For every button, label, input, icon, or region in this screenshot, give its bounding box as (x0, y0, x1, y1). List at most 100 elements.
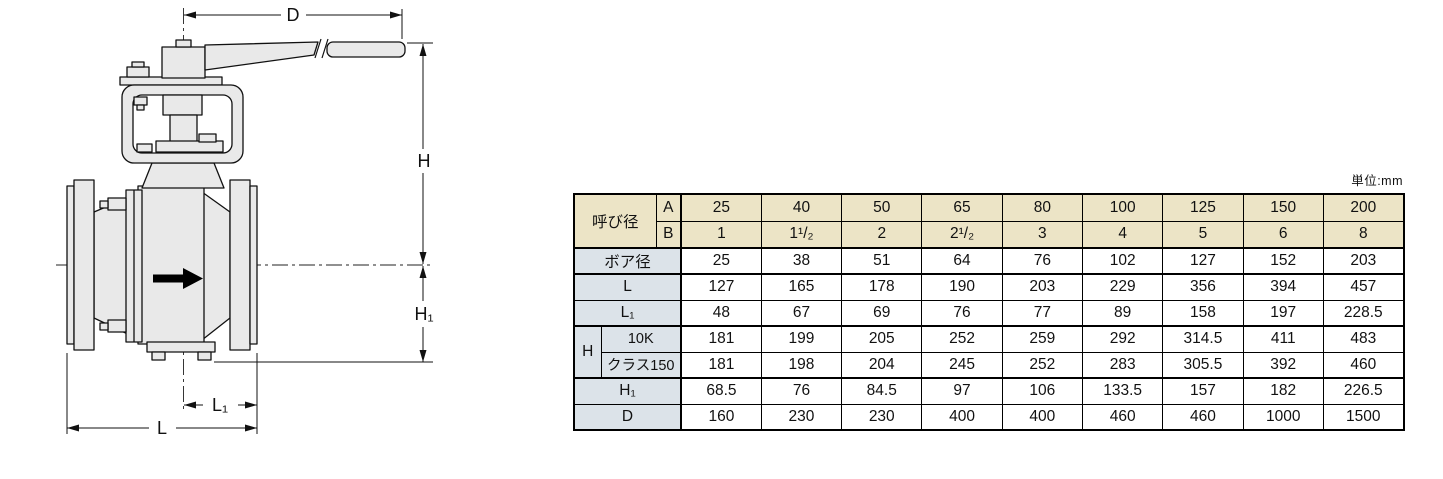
row-label-cell: L₁ (573, 299, 683, 327)
value-cell: 228.5 (1322, 299, 1405, 327)
row-label-cell: 10K (600, 325, 683, 353)
table-row: H 10K 181 199 205 252 259 292 314.5 411 483 (573, 325, 1405, 379)
valve-drawing-panel: D H H₁ L₁ L (0, 0, 470, 474)
right-flange-face (249, 185, 258, 345)
stem-lower (169, 114, 198, 144)
table-row: ボア径 25 38 51 64 76 102 127 152 203 (573, 247, 1405, 275)
value-cell: 67 (760, 299, 843, 327)
stem-cap (175, 39, 192, 48)
value-cell: 460 (1322, 351, 1405, 379)
right-neck (201, 191, 231, 341)
value-cell: 160 (680, 403, 762, 431)
value-cell: 68.5 (680, 377, 762, 405)
value-cell: 460 (1162, 403, 1244, 431)
value-cell: 76 (760, 377, 843, 405)
header-size-a-cell: 50 (841, 193, 923, 222)
value-cell: 69 (841, 299, 923, 327)
value-cell: 411 (1242, 325, 1324, 353)
value-cell: 314.5 (1162, 325, 1244, 353)
value-cell: 394 (1242, 273, 1324, 301)
value-cell: 157 (1162, 377, 1244, 405)
valve-technical-drawing: D H H₁ L₁ L (56, 5, 434, 438)
spec-table: 呼び径 A 25 40 50 65 80 100 125 150 200 B 1 1¹/₂ 2 2¹/₂ 3 4 5… (573, 193, 1405, 431)
value-cell: 226.5 (1322, 377, 1405, 405)
value-cell: 64 (921, 247, 1003, 275)
header-b-cell: B (655, 220, 683, 249)
spec-table-head: 呼び径 A 25 40 50 65 80 100 125 150 200 B 1 1¹/₂ 2 2¹/₂ 3 4 5… (573, 193, 1405, 249)
value-cell: 252 (1001, 351, 1084, 379)
header-size-b-cell: 2 (841, 220, 923, 249)
left-flange-face (66, 185, 75, 345)
yoke-top-bolt (126, 66, 150, 78)
dim-label-h: H (418, 151, 431, 171)
flow-direction-arrow (153, 268, 203, 289)
cap-bolt-top (107, 197, 127, 211)
value-cell: 283 (1081, 351, 1164, 379)
value-cell: 48 (680, 299, 762, 327)
header-row-b: B 1 1¹/₂ 2 2¹/₂ 3 4 5 6 8 (574, 220, 1405, 249)
value-cell: 178 (841, 273, 923, 301)
value-cell: 205 (841, 325, 923, 353)
dimension-labels: D H H₁ L₁ L (157, 5, 434, 438)
header-size-b-cell: 6 (1242, 220, 1324, 249)
value-cell: 392 (1242, 351, 1324, 379)
header-size-a-cell: 80 (1001, 193, 1084, 222)
row-label-cell: H₁ (573, 377, 683, 405)
body-center (137, 185, 205, 345)
value-cell: 457 (1322, 273, 1405, 301)
row-group-label-cell: H (573, 325, 602, 379)
header-size-a-cell: 25 (680, 193, 762, 222)
gland-plate (155, 140, 224, 153)
value-cell: 230 (841, 403, 923, 431)
unit-label: 単位:mm (1351, 174, 1403, 188)
value-cell: 152 (1242, 247, 1324, 275)
valve-body (66, 39, 258, 361)
value-cell: 483 (1322, 325, 1405, 353)
value-cell: 102 (1081, 247, 1164, 275)
value-cell: 51 (841, 247, 923, 275)
handle-grip (326, 41, 406, 58)
value-cell: 203 (1322, 247, 1405, 275)
spec-table-body: ボア径 25 38 51 64 76 102 127 152 203 L 127 165 178 190 20… (573, 247, 1405, 431)
header-size-b-cell: 1 (680, 220, 762, 249)
header-row-a: 呼び径 A 25 40 50 65 80 100 125 150 200 (573, 193, 1405, 249)
value-cell: 182 (1242, 377, 1324, 405)
header-size-a-cell: 150 (1242, 193, 1324, 222)
value-cell: 38 (760, 247, 843, 275)
row-label-cell: ボア径 (573, 247, 683, 275)
row-label-cell: L (573, 273, 683, 301)
value-cell: 245 (921, 351, 1003, 379)
row-label-cell: D (573, 403, 683, 431)
value-cell: 305.5 (1162, 351, 1244, 379)
value-cell: 165 (760, 273, 843, 301)
value-cell: 84.5 (841, 377, 923, 405)
value-cell: 252 (921, 325, 1003, 353)
value-cell: 197 (1242, 299, 1324, 327)
table-row: L₁ 48 67 69 76 77 89 158 197 228.5 (573, 299, 1405, 327)
header-size-b-cell: 1¹/₂ (760, 220, 843, 249)
value-cell: 127 (680, 273, 762, 301)
handle-break-marks (314, 38, 329, 59)
table-row: L 127 165 178 190 203 229 356 394 457 (573, 273, 1405, 301)
value-cell: 229 (1081, 273, 1164, 301)
value-cell: 204 (841, 351, 923, 379)
value-cell: 25 (680, 247, 762, 275)
value-cell: 133.5 (1081, 377, 1164, 405)
dimension-lines (66, 9, 433, 434)
stem-upper (162, 94, 203, 116)
value-cell: 181 (680, 351, 762, 379)
left-flange (73, 179, 95, 351)
header-size-a-cell: 200 (1322, 193, 1405, 222)
value-cell: 181 (680, 325, 762, 353)
header-size-b-cell: 8 (1322, 220, 1405, 249)
value-cell: 198 (760, 351, 843, 379)
value-cell: 356 (1162, 273, 1244, 301)
value-cell: 97 (921, 377, 1003, 405)
value-cell: 230 (760, 403, 843, 431)
header-size-a-cell: 125 (1162, 193, 1244, 222)
value-cell: 158 (1162, 299, 1244, 327)
header-a-cell: A (655, 193, 683, 222)
header-size-a-cell: 100 (1081, 193, 1164, 222)
value-cell: 76 (921, 299, 1003, 327)
